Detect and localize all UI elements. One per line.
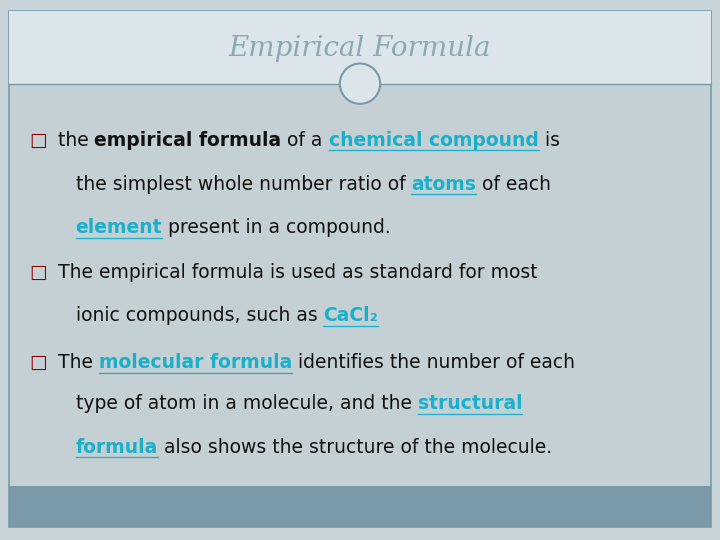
Text: formula: formula: [76, 437, 158, 456]
Text: chemical compound: chemical compound: [329, 131, 539, 150]
Text: Empirical Formula: Empirical Formula: [229, 35, 491, 62]
Text: is: is: [539, 131, 559, 150]
Text: of each: of each: [476, 175, 551, 194]
Text: type of atom in a molecule, and the: type of atom in a molecule, and the: [76, 394, 418, 413]
Text: the: the: [58, 131, 94, 150]
Text: also shows the structure of the molecule.: also shows the structure of the molecule…: [158, 437, 552, 456]
FancyBboxPatch shape: [9, 486, 711, 526]
Text: atoms: atoms: [411, 175, 476, 194]
Text: present in a compound.: present in a compound.: [162, 218, 391, 237]
Text: identifies the number of each: identifies the number of each: [292, 353, 575, 372]
Text: □: □: [29, 131, 47, 150]
FancyBboxPatch shape: [9, 11, 711, 526]
Text: of a: of a: [282, 131, 329, 150]
Text: molecular formula: molecular formula: [99, 353, 292, 372]
Text: □: □: [29, 263, 47, 282]
Text: empirical formula: empirical formula: [94, 131, 282, 150]
Text: element: element: [76, 218, 162, 237]
Ellipse shape: [340, 64, 380, 104]
Text: The: The: [58, 353, 99, 372]
Text: the simplest whole number ratio of: the simplest whole number ratio of: [76, 175, 411, 194]
Text: CaCl₂: CaCl₂: [323, 306, 378, 325]
Text: ionic compounds, such as: ionic compounds, such as: [76, 306, 323, 325]
Text: The empirical formula is used as standard for most: The empirical formula is used as standar…: [58, 263, 537, 282]
Text: □: □: [29, 353, 47, 372]
Text: structural: structural: [418, 394, 522, 413]
FancyBboxPatch shape: [9, 11, 711, 84]
